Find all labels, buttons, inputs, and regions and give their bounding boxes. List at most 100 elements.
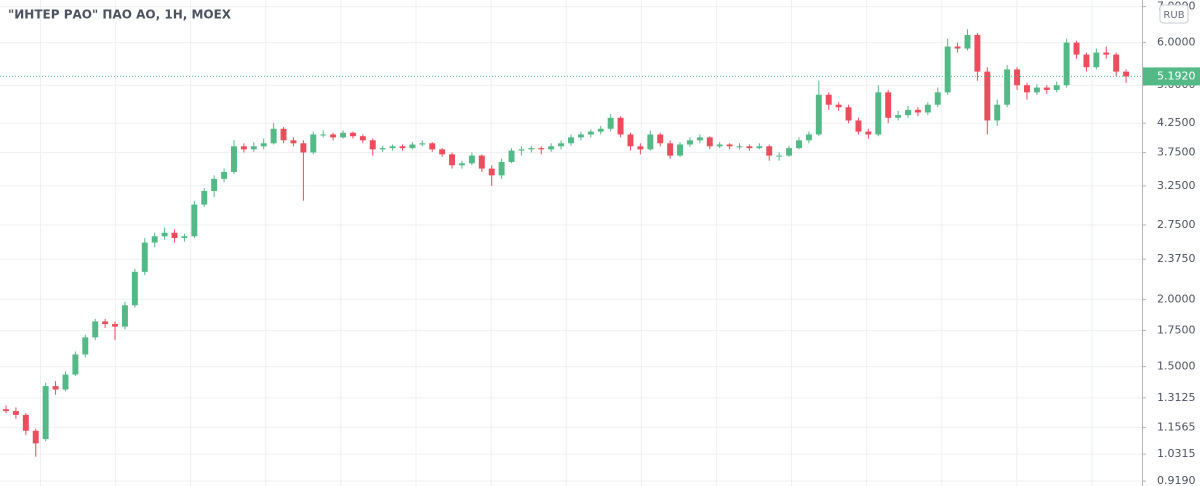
y-tick-label: 1.5000 xyxy=(1157,360,1196,373)
grid xyxy=(0,0,1142,486)
y-tick-label: 1.0315 xyxy=(1157,447,1196,460)
candle-body xyxy=(815,94,822,135)
candle-body xyxy=(320,134,327,136)
candle-body xyxy=(528,148,535,150)
candle-body xyxy=(458,163,465,166)
candle-body xyxy=(696,137,703,141)
candle-body xyxy=(577,134,584,138)
candle-body xyxy=(379,148,386,150)
y-tick-label: 4.2500 xyxy=(1157,116,1196,129)
y-tick-label: 2.0000 xyxy=(1157,292,1196,305)
candle-body xyxy=(845,107,852,121)
candle-body xyxy=(231,146,237,172)
y-tick-label: 1.1565 xyxy=(1157,420,1196,433)
y-tick-label: 0.9190 xyxy=(1157,474,1196,486)
y-tick-label: 2.7500 xyxy=(1157,218,1196,231)
candle-body xyxy=(855,120,862,132)
candle-body xyxy=(62,374,69,390)
candle-body xyxy=(280,128,287,141)
candle-body xyxy=(875,92,882,135)
candle-body xyxy=(22,414,29,431)
candle-body xyxy=(221,171,228,179)
candle-body xyxy=(647,134,654,150)
candle-body xyxy=(825,94,832,105)
candle-body xyxy=(538,148,545,150)
candle-body xyxy=(449,154,456,166)
candle-body xyxy=(270,128,277,144)
candle-body xyxy=(290,140,297,144)
candle-body xyxy=(250,146,257,150)
candle-body xyxy=(627,134,634,147)
candle-body xyxy=(617,117,624,135)
candle-body xyxy=(42,386,49,440)
y-tick-label: 1.3125 xyxy=(1157,391,1196,404)
candle-body xyxy=(1123,71,1130,77)
candle-body xyxy=(924,104,931,113)
candle-body xyxy=(786,148,793,156)
candle-body xyxy=(419,143,426,145)
candle-body xyxy=(736,146,743,148)
y-tick-label: 3.2500 xyxy=(1157,179,1196,192)
candle-body xyxy=(657,134,664,144)
candle-body xyxy=(1113,54,1120,72)
candle-body xyxy=(954,46,961,49)
candle-body xyxy=(12,411,19,415)
candle-body xyxy=(369,140,376,150)
candle-body xyxy=(191,204,198,237)
candle-body xyxy=(1033,87,1040,93)
candle-body xyxy=(151,236,158,243)
candle-body xyxy=(558,143,565,147)
candle-body xyxy=(82,337,89,355)
candle-body xyxy=(32,430,39,444)
candle-body xyxy=(439,149,446,155)
candle-body xyxy=(974,34,981,72)
candle-body xyxy=(211,178,218,191)
currency-badge[interactable] xyxy=(1159,4,1189,24)
candle-body xyxy=(835,104,842,108)
candle-body xyxy=(716,144,723,147)
candle-body xyxy=(756,146,763,149)
y-tick-label: 3.7500 xyxy=(1157,145,1196,158)
candle-body xyxy=(914,109,921,113)
candle-body xyxy=(994,104,1001,121)
candle-body xyxy=(1103,52,1110,55)
candle-body xyxy=(895,115,902,118)
candle-body xyxy=(944,46,951,93)
candle-body xyxy=(865,131,872,135)
candle-body xyxy=(112,324,119,327)
candle-body xyxy=(518,149,525,151)
candle-body xyxy=(637,146,644,150)
candle-body xyxy=(667,143,674,156)
candle-body xyxy=(260,143,267,147)
candle-body xyxy=(399,146,406,149)
candle-body xyxy=(349,132,356,137)
candle-body xyxy=(52,386,59,390)
candle-body xyxy=(1073,42,1080,55)
candle-body xyxy=(726,144,733,147)
candle-body xyxy=(746,146,753,149)
candle-body xyxy=(677,144,684,156)
price-axis: 0.9190 1.0315 1.1565 1.3125 1.5000 1.7500 2.00… xyxy=(1142,0,1200,486)
candle-body xyxy=(310,134,317,153)
currency-label[interactable]: RUB xyxy=(1163,10,1184,21)
y-tick-label: 6.0000 xyxy=(1157,36,1196,49)
candle-body xyxy=(3,409,9,412)
candle-body xyxy=(1004,69,1011,105)
candle-body xyxy=(72,354,79,375)
candle-body xyxy=(587,131,594,135)
candle-body xyxy=(568,137,574,144)
candle-body xyxy=(121,305,128,327)
candle-body xyxy=(468,155,475,164)
chart-title: "ИНТЕР РАО" ПАО АО, 1H, MOEX xyxy=(8,8,232,22)
candle-body xyxy=(1043,87,1050,90)
candle-body xyxy=(984,71,991,121)
candle-body xyxy=(1014,69,1021,86)
candle-body xyxy=(1053,85,1060,90)
candle-body xyxy=(796,140,802,149)
candle-body xyxy=(359,136,366,141)
candle-body xyxy=(409,144,416,149)
candle-body xyxy=(508,150,515,162)
candle-body xyxy=(330,134,337,138)
candle-body xyxy=(607,117,614,129)
